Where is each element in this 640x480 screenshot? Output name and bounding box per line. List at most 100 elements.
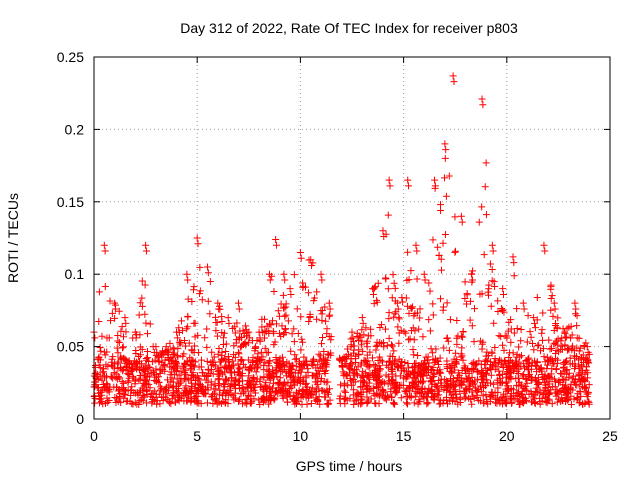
data-point <box>276 329 284 337</box>
data-point <box>447 387 455 395</box>
data-point <box>405 309 413 317</box>
data-point <box>222 348 230 356</box>
data-point <box>239 400 247 408</box>
data-point <box>164 355 172 363</box>
data-point <box>246 363 254 371</box>
data-point <box>244 356 252 364</box>
data-point <box>374 391 382 399</box>
data-point <box>432 345 440 353</box>
data-point <box>145 363 153 371</box>
data-point <box>348 381 356 389</box>
data-point <box>369 285 377 293</box>
data-point <box>389 352 397 360</box>
data-point <box>359 388 367 396</box>
data-point <box>224 364 232 372</box>
data-point <box>357 400 365 408</box>
data-point <box>502 359 510 367</box>
data-point <box>266 373 274 381</box>
data-point <box>270 370 278 378</box>
data-point <box>118 344 126 352</box>
data-point <box>568 346 576 354</box>
data-point <box>163 390 171 398</box>
data-point <box>510 272 518 280</box>
data-point <box>582 363 590 371</box>
data-point <box>424 389 432 397</box>
data-point <box>187 398 195 406</box>
data-point <box>203 399 211 407</box>
data-point <box>189 369 197 377</box>
data-point <box>536 398 544 406</box>
data-point <box>400 328 408 336</box>
x-tick-label: 5 <box>193 428 201 444</box>
data-point <box>102 372 110 380</box>
data-point <box>109 353 117 361</box>
data-point <box>552 392 560 400</box>
data-point <box>190 393 198 401</box>
data-point <box>179 364 187 372</box>
data-point <box>156 400 164 408</box>
data-point <box>559 376 567 384</box>
data-point <box>310 297 318 305</box>
data-point <box>323 400 331 408</box>
data-point <box>263 366 271 374</box>
data-point <box>318 317 326 325</box>
data-point <box>494 384 502 392</box>
data-point <box>405 336 413 344</box>
data-point <box>234 397 242 405</box>
data-point <box>395 315 403 323</box>
data-point <box>267 321 275 329</box>
data-point <box>281 312 289 320</box>
data-point <box>426 327 434 335</box>
data-point <box>176 340 184 348</box>
data-point <box>275 357 283 365</box>
data-point <box>460 378 468 386</box>
data-point <box>290 271 298 279</box>
data-point <box>177 338 185 346</box>
data-point <box>508 399 516 407</box>
data-point <box>274 362 282 370</box>
data-point <box>142 247 150 255</box>
data-point <box>278 392 286 400</box>
data-point <box>478 345 486 353</box>
data-point <box>262 384 270 392</box>
data-point <box>498 307 506 315</box>
data-point <box>98 386 106 394</box>
data-point <box>140 392 148 400</box>
data-point <box>231 329 239 337</box>
data-point <box>420 270 428 278</box>
data-point <box>234 378 242 386</box>
data-point <box>442 192 450 200</box>
data-point <box>388 377 396 385</box>
data-point <box>285 360 293 368</box>
data-point <box>308 390 316 398</box>
data-point <box>210 353 218 361</box>
data-point <box>128 383 136 391</box>
data-point <box>180 362 188 370</box>
data-point <box>561 359 569 367</box>
data-point <box>472 386 480 394</box>
data-point <box>162 343 170 351</box>
data-point <box>281 276 289 284</box>
data-point <box>494 297 502 305</box>
data-point <box>349 334 357 342</box>
data-point <box>308 358 316 366</box>
data-point <box>481 361 489 369</box>
data-point <box>91 392 99 400</box>
data-point <box>224 391 232 399</box>
data-point <box>427 377 435 385</box>
data-point <box>437 295 445 303</box>
data-point <box>384 285 392 293</box>
data-point <box>528 339 536 347</box>
data-point <box>235 364 243 372</box>
data-point <box>482 211 490 219</box>
data-point <box>184 295 192 303</box>
data-point <box>571 299 579 307</box>
data-point <box>377 356 385 364</box>
x-axis-label: GPS time / hours <box>296 458 403 474</box>
data-point <box>242 322 250 330</box>
data-point <box>293 355 301 363</box>
data-point <box>519 299 527 307</box>
data-point <box>404 176 412 184</box>
data-point <box>95 317 103 325</box>
data-point <box>307 400 315 408</box>
